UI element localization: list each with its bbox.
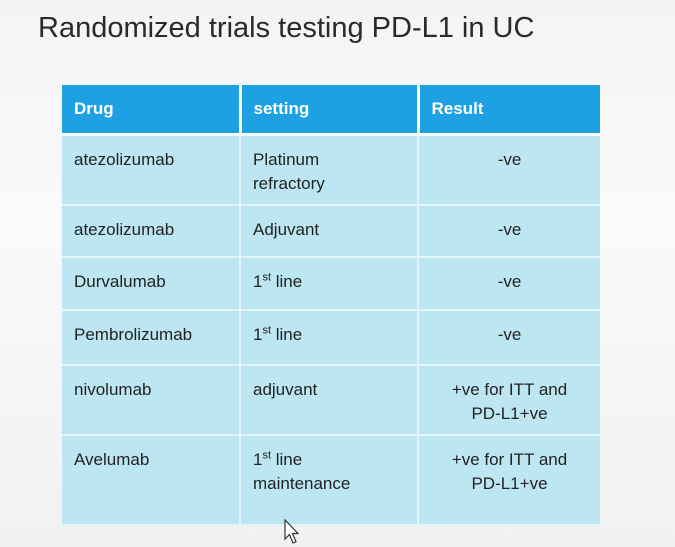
table-cell: Adjuvant (240, 205, 419, 258)
table-cell: 1st line maintenance (240, 435, 419, 526)
cell-line: -ve (497, 272, 522, 291)
ordinal-number: 1 (253, 272, 263, 291)
ordinal-suffix: st (262, 449, 272, 462)
table-cell: Platinum refractory (240, 134, 419, 206)
cell-line: +ve for ITT and (451, 450, 568, 469)
header-row: Drug setting Result (62, 85, 600, 136)
ordinal-number: 1 (253, 450, 263, 469)
table-cell: Durvalumab (62, 257, 241, 311)
cell-line: Adjuvant (253, 220, 320, 239)
column-header: Drug (62, 85, 242, 136)
ordinal-suffix: st (262, 324, 272, 337)
cell-line: 1st line (253, 270, 405, 294)
table-row: Avelumab 1st line maintenance +ve for ITT a… (62, 435, 600, 526)
table-cell: -ve (418, 257, 600, 311)
column-header: setting (240, 85, 420, 136)
mouse-cursor (284, 519, 300, 544)
cell-line: Platinum (253, 150, 320, 169)
slide-title: Randomized trials testing PD-L1 in UC (38, 12, 535, 44)
table-row: atezolizumab Platinum refractory -ve (62, 134, 600, 206)
table-cell: Pembrolizumab (62, 310, 241, 366)
cell-line: 1st line (253, 323, 405, 347)
column-header: Result (418, 85, 600, 136)
table-cell: nivolumab (62, 365, 241, 436)
ordinal-number: 1 (253, 325, 263, 344)
cell-line: Avelumab (74, 450, 150, 469)
cell-line: atezolizumab (74, 150, 175, 169)
cell-line: refractory (253, 174, 325, 193)
cell-line: nivolumab (74, 380, 152, 399)
cell-line: -ve (497, 150, 522, 169)
cell-line: -ve (497, 325, 522, 344)
table-cell: 1st line (240, 310, 419, 366)
table-cell: 1st line (240, 257, 419, 311)
cell-line: PD-L1+ve (471, 404, 548, 423)
cell-line: maintenance (253, 474, 351, 493)
trials-table: Drug setting Result atezolizumab Platinum re… (62, 85, 600, 526)
cell-line: PD-L1+ve (471, 474, 548, 493)
table-cell: atezolizumab (62, 134, 241, 206)
table-cell: Avelumab (62, 435, 241, 526)
table-cell: -ve (418, 310, 600, 366)
line-text: line (271, 450, 303, 469)
cell-line: adjuvant (253, 380, 318, 399)
table-cell: +ve for ITT and PD-L1+ve (418, 365, 600, 436)
table-cell: adjuvant (240, 365, 419, 436)
table-cell: atezolizumab (62, 205, 241, 258)
table-cell: -ve (418, 205, 600, 258)
line-text: line (271, 272, 303, 291)
table-row: Pembrolizumab 1st line -ve (62, 310, 600, 366)
ordinal-suffix: st (262, 271, 272, 284)
cell-line: Durvalumab (74, 272, 166, 291)
line-text: line (271, 325, 303, 344)
cell-line: Pembrolizumab (74, 325, 193, 344)
table-row: Durvalumab 1st line -ve (62, 257, 600, 311)
cell-line: +ve for ITT and (451, 380, 568, 399)
table-cell: -ve (418, 134, 600, 206)
cell-line: -ve (497, 220, 522, 239)
table-row: nivolumab adjuvant +ve for ITT and PD-L1+ve (62, 365, 600, 436)
cell-line: atezolizumab (74, 220, 175, 239)
cell-line: 1st line (253, 448, 405, 472)
table-cell: +ve for ITT and PD-L1+ve (418, 435, 600, 526)
table-body: atezolizumab Platinum refractory -ve atezoli… (62, 134, 600, 526)
table-row: atezolizumab Adjuvant -ve (62, 205, 600, 258)
